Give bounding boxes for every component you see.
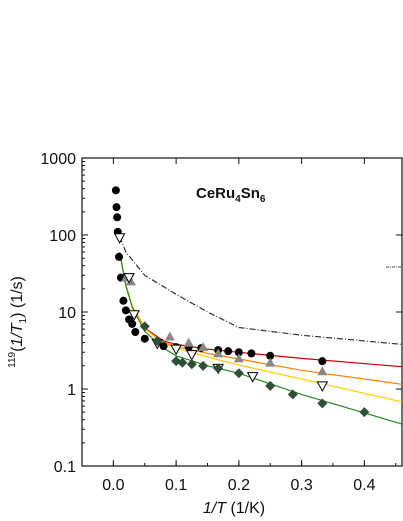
point-triangle-up (213, 348, 224, 358)
point-diamond (198, 360, 209, 371)
y-axis-ticks: 0.1 1 10 100 1000 (40, 151, 402, 476)
point-triangle-up (265, 357, 276, 367)
chart-title: CeRu4Sn6 (196, 185, 266, 205)
point-circle (159, 342, 168, 351)
point-triangle-down (185, 350, 198, 361)
point-triangle-down (113, 233, 126, 244)
point-triangle-down (170, 344, 182, 356)
point-circle (113, 213, 122, 222)
point-diamond (186, 359, 197, 370)
point-circle (115, 252, 124, 261)
x-tick-label: 0.4 (353, 477, 375, 494)
point-circle (111, 186, 120, 195)
point-diamond (233, 368, 244, 379)
point-diamond (265, 380, 276, 391)
point-diamond (359, 407, 370, 418)
point-diamond (177, 357, 188, 368)
point-circle (131, 327, 140, 336)
point-diamond (139, 321, 150, 332)
data-points (111, 186, 370, 418)
point-triangle-up (183, 337, 194, 347)
x-axis-ticks: 0.0 0.1 0.2 0.3 0.4 (81, 158, 397, 494)
point-triangle-up (125, 276, 136, 286)
point-circle (119, 296, 128, 305)
point-triangle-down (316, 381, 329, 392)
fit-line-1 (119, 251, 403, 385)
point-diamond (213, 363, 224, 374)
x-tick-label: 0.1 (165, 477, 187, 494)
point-circle (112, 203, 121, 212)
point-diamond (317, 398, 328, 409)
fit-line-3 (119, 251, 403, 425)
point-circle (247, 349, 256, 358)
x-tick-label: 0.2 (228, 477, 250, 494)
fit-line-4 (119, 236, 403, 345)
point-diamond (152, 336, 163, 347)
point-circle (140, 334, 149, 343)
point-triangle-up (317, 366, 328, 376)
point-circle (318, 357, 327, 366)
x-axis-label: 1/T (1/K) (203, 500, 265, 517)
y-tick-label: 1000 (40, 151, 76, 168)
y-tick-label: 1 (67, 382, 76, 399)
point-triangle-up (164, 331, 175, 341)
point-triangle-up (233, 353, 244, 363)
point-circle (266, 351, 275, 360)
y-axis-label: 119(1/T1) (1/s) (7, 276, 29, 368)
x-tick-label: 0.3 (290, 477, 312, 494)
y-tick-label: 0.1 (54, 459, 76, 476)
point-circle (128, 319, 137, 328)
point-triangle-down (123, 273, 135, 284)
point-circle (234, 348, 243, 357)
fit-line-2 (119, 251, 403, 403)
x-tick-label: 0.0 (102, 477, 124, 494)
point-triangle-down (246, 372, 259, 383)
point-triangle-down (128, 310, 140, 321)
point-circle (224, 347, 233, 356)
y-tick-label: 10 (58, 305, 76, 322)
point-diamond (287, 389, 298, 400)
fit-lines (119, 236, 403, 425)
point-circle (121, 306, 130, 315)
y-tick-label: 100 (49, 228, 76, 245)
point-triangle-up (198, 342, 209, 352)
